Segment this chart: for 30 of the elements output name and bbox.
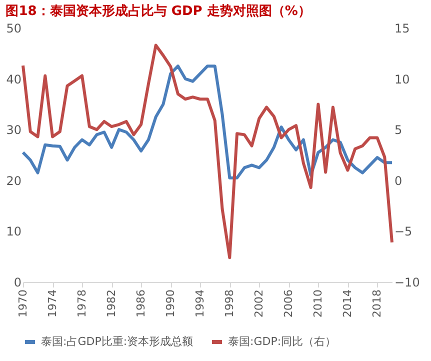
x-tick-label: 1970 <box>16 290 30 318</box>
x-tick-label: 1994 <box>194 290 207 318</box>
x-tick-label: 1986 <box>134 290 148 318</box>
x-tick-label: 2010 <box>312 290 325 318</box>
x-tick-label: 1990 <box>164 290 178 318</box>
y-tick-label: 30 <box>6 123 22 138</box>
x-tick-label: 1998 <box>223 290 236 318</box>
y-tick-label: 0 <box>14 276 22 290</box>
line-series <box>22 64 394 180</box>
x-tick-label: 2014 <box>341 290 354 318</box>
y-tick-label: 20 <box>6 174 22 188</box>
y-tick-label: 50 <box>6 22 22 36</box>
legend-label: 泰国:GDP:同比（右） <box>228 335 336 348</box>
y2-tick-label: 0 <box>394 174 402 188</box>
y-tick-label: 10 <box>6 224 22 239</box>
x-tick-label: 2006 <box>282 290 296 318</box>
x-tick-label: 2002 <box>252 290 266 318</box>
x-tick-label: 1978 <box>76 290 89 318</box>
chart-title: 图18：泰国资本形成占比与 GDP 走势对照图（%） <box>6 3 311 19</box>
x-tick-label: 1982 <box>105 290 118 318</box>
y2-tick-label: −10 <box>394 276 420 290</box>
y2-tick-label: 15 <box>394 22 410 36</box>
y2-tick-label: 5 <box>394 123 402 138</box>
y-tick-label: 40 <box>6 72 22 86</box>
line-series <box>22 44 394 260</box>
legend-label: 泰国:占GDP比重:资本形成总额 <box>41 335 194 348</box>
y2-tick-label: −5 <box>394 224 412 239</box>
y2-tick-label: 10 <box>394 72 410 86</box>
x-tick-label: 2018 <box>370 290 384 318</box>
x-tick-label: 1974 <box>46 290 60 318</box>
